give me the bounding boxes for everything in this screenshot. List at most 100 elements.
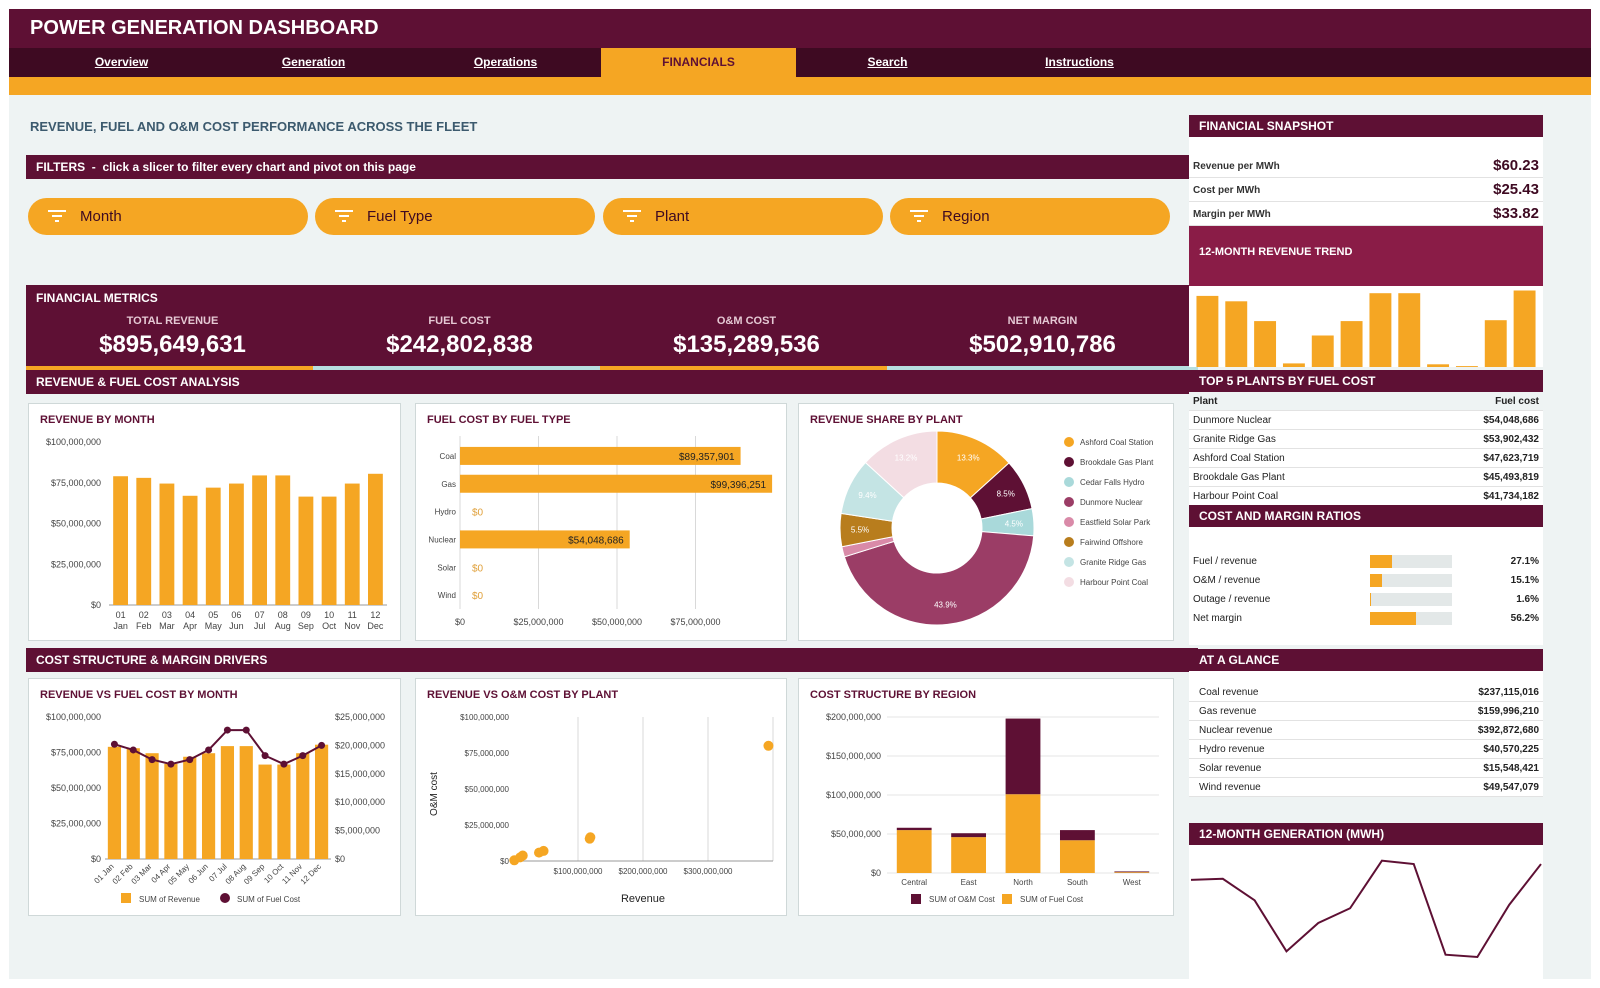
- y-tick-label: $200,000,000: [826, 712, 881, 722]
- snapshot-title: FINANCIAL SNAPSHOT: [1189, 115, 1543, 137]
- bar: [1398, 293, 1421, 367]
- ratio-bar-fill: [1370, 612, 1417, 625]
- x-tick-label: 05: [208, 610, 218, 620]
- scatter-point: [538, 845, 549, 856]
- line-point: [318, 741, 326, 749]
- chart-title: FUEL COST BY FUEL TYPE: [427, 414, 571, 426]
- y2-tick-label: $25,000,000: [335, 712, 385, 722]
- snapshot-value: $33.82: [1493, 205, 1539, 222]
- slicer-fuel-type[interactable]: Fuel Type: [315, 198, 595, 235]
- line-point: [205, 746, 213, 754]
- y-tick-label: $50,000,000: [831, 829, 881, 839]
- slicer-region[interactable]: Region: [890, 198, 1170, 235]
- x-tick-sublabel: Jul: [254, 621, 266, 631]
- slicer-month-label: Month: [80, 208, 122, 225]
- nav-operations[interactable]: Operations: [473, 55, 538, 69]
- metric-net-margin: NET MARGIN $502,910,786: [887, 285, 1198, 370]
- x-tick-label: 09 Sep: [242, 862, 267, 887]
- y-tick-label: $75,000,000: [465, 749, 510, 758]
- slicer-month[interactable]: Month: [28, 198, 308, 235]
- bar: [126, 748, 140, 859]
- y-tick-label: Nuclear: [428, 535, 456, 544]
- metric-om-cost: O&M COST $135,289,536: [600, 285, 893, 370]
- bar-om: [1114, 871, 1150, 873]
- glance-row: Nuclear revenue $392,872,680: [1189, 721, 1543, 740]
- y2-tick-label: $15,000,000: [335, 769, 385, 779]
- panel-revenue-vs-om: REVENUE VS O&M COST BY PLANT $0 $25,000,0…: [415, 678, 787, 916]
- plant-cost: $53,902,432: [1483, 434, 1539, 445]
- snapshot-value: $60.23: [1493, 157, 1539, 174]
- line-point: [148, 756, 156, 764]
- bar: [368, 473, 383, 605]
- legend-swatch: [1064, 437, 1074, 447]
- metric-value: $135,289,536: [673, 331, 820, 358]
- chart-title: REVENUE SHARE BY PLANT: [810, 414, 963, 426]
- metric-label: NET MARGIN: [1007, 315, 1078, 327]
- legend-label: Harbour Point Coal: [1080, 578, 1148, 587]
- plant-cost: $54,048,686: [1483, 415, 1539, 426]
- x-tick-sublabel: Feb: [136, 621, 152, 631]
- revenue-vs-om-chart: $0 $25,000,000 $50,000,000 $75,000,000 $100,…: [429, 713, 774, 905]
- nav-search[interactable]: Search: [867, 55, 908, 69]
- legend-label: Brookdale Gas Plant: [1080, 458, 1154, 467]
- y2-tick-label: $20,000,000: [335, 740, 385, 750]
- scatter-point: [763, 740, 774, 751]
- y-tick-label: $150,000,000: [826, 751, 881, 761]
- bar: [136, 477, 152, 605]
- ratio-bar: [1370, 574, 1452, 587]
- panel-revenue-vs-fuel: REVENUE VS FUEL COST BY MONTH $0 $25,000,…: [28, 678, 401, 916]
- ratios-panel: [1189, 527, 1543, 645]
- bar-fuel: [1114, 872, 1150, 873]
- ratio-value: 27.1%: [1510, 556, 1539, 567]
- slicer-plant[interactable]: Plant: [603, 198, 883, 235]
- slicer-region-label: Region: [942, 208, 990, 225]
- x-tick-label: 06 Jun: [187, 862, 210, 885]
- line-point: [261, 752, 269, 760]
- legend-label: SUM of Fuel Cost: [1020, 895, 1084, 904]
- bar: [1282, 363, 1305, 367]
- pie-slice: [864, 430, 938, 499]
- x-tick-label: North: [1013, 878, 1033, 887]
- metric-underline: [26, 366, 319, 370]
- ratio-row: Outage / revenue 1.6%: [1189, 590, 1543, 609]
- ratio-bar: [1370, 555, 1452, 568]
- bar: [1311, 335, 1334, 367]
- x-tick-label: $200,000,000: [619, 867, 668, 876]
- ratio-row: Fuel / revenue 27.1%: [1189, 552, 1543, 571]
- ratio-label: Outage / revenue: [1193, 594, 1271, 605]
- bar: [229, 483, 244, 605]
- y-tick-label: $0: [871, 868, 881, 878]
- y-tick-label: $0: [91, 600, 101, 610]
- legend-label: SUM of Fuel Cost: [237, 895, 301, 904]
- plant-cost: $47,623,719: [1483, 453, 1539, 464]
- x-tick-label: East: [961, 878, 978, 887]
- glance-value: $237,115,016: [1478, 687, 1539, 698]
- legend-swatch: [1064, 577, 1074, 587]
- snapshot-row: Revenue per MWh $60.23: [1189, 154, 1543, 178]
- page-heading: REVENUE, FUEL AND O&M COST PERFORMANCE A…: [30, 119, 478, 134]
- scatter-point: [585, 832, 596, 843]
- nav-overview[interactable]: Overview: [94, 55, 149, 69]
- bar: [1513, 290, 1536, 367]
- metric-underline: [313, 366, 606, 370]
- dashboard-title: POWER GENERATION DASHBOARD: [9, 9, 1591, 48]
- data-label: $99,396,251: [710, 480, 766, 491]
- generation-chart: [1190, 859, 1542, 959]
- y-tick-label: $0: [91, 854, 101, 864]
- y-tick-label: $75,000,000: [51, 478, 101, 488]
- bar: [159, 483, 175, 605]
- nav-instructions[interactable]: Instructions: [1045, 55, 1114, 69]
- bar: [1427, 364, 1450, 367]
- nav-generation[interactable]: Generation: [281, 55, 346, 69]
- line-point: [110, 740, 118, 748]
- x-tick-label: 01: [116, 610, 126, 620]
- data-label: $0: [472, 563, 484, 574]
- glance-value: $159,996,210: [1477, 706, 1539, 717]
- x-tick-label: 02: [139, 610, 149, 620]
- slice-label: 43.9%: [934, 601, 957, 610]
- x-tick-sublabel: Nov: [344, 621, 361, 631]
- filters-label: FILTERS: [36, 160, 86, 174]
- nav-financials[interactable]: FINANCIALS: [601, 48, 796, 77]
- x-tick-label: Central: [901, 878, 927, 887]
- ratio-bar-fill: [1370, 555, 1393, 568]
